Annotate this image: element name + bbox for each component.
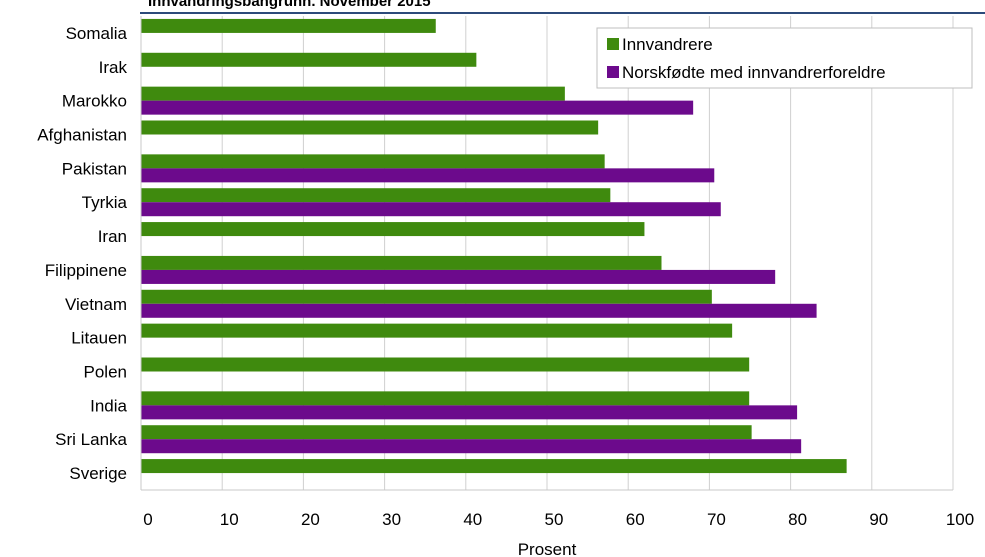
category-label-somalia: Somalia [66,24,128,43]
bar-filippinene-norskfodte [141,269,776,284]
bar-iran-innvandrere [141,222,645,237]
category-label-vietnam: Vietnam [65,295,127,314]
bar-vietnam-norskfodte [141,303,817,318]
bar-somalia-innvandrere [141,18,436,33]
bar-tyrkia-innvandrere [141,188,611,203]
legend-label-norskfodte: Norskfødte med innvandrerforeldre [622,63,886,82]
x-axis-title: Prosent [518,540,577,557]
x-tick-label-0: 0 [143,510,152,529]
bar-pakistan-norskfodte [141,168,715,183]
bar-litauen-innvandrere [141,323,733,338]
category-label-polen: Polen [84,363,127,382]
legend-swatch-innvandrere [607,38,619,50]
bar-tyrkia-norskfodte [141,202,721,217]
bars [141,18,847,474]
x-tick-label-90: 90 [869,510,888,529]
x-tick-label-10: 10 [220,510,239,529]
legend-swatch-norskfodte [607,66,619,78]
bar-india-innvandrere [141,391,750,406]
bar-pakistan-innvandrere [141,154,605,169]
legend-box [596,27,973,89]
legend-label-innvandrere: Innvandrere [622,35,713,54]
category-label-sverige: Sverige [69,464,127,483]
category-label-filippinene: Filippinene [45,261,127,280]
x-tick-label-80: 80 [788,510,807,529]
bar-filippinene-innvandrere [141,255,662,270]
bar-marokko-innvandrere [141,86,565,101]
bar-india-norskfodte [141,405,798,420]
bar-afghanistan-innvandrere [141,120,599,135]
category-label-tyrkia: Tyrkia [82,193,128,212]
category-label-india: India [90,396,127,415]
category-label-litauen: Litauen [71,329,127,348]
bar-sri-lanka-norskfodte [141,439,802,454]
x-tick-label-30: 30 [382,510,401,529]
x-tick-label-70: 70 [707,510,726,529]
tick-labels: 0 10 20 30 40 50 60 70 80 90 100 [143,510,974,529]
bar-marokko-norskfodte [141,100,694,115]
category-label-afghanistan: Afghanistan [37,126,127,145]
legend: Innvandrere Norskfødte med innvandrerfor… [596,27,973,89]
x-tick-label-40: 40 [463,510,482,529]
category-label-marokko: Marokko [62,92,127,111]
x-tick-label-50: 50 [545,510,564,529]
bar-polen-innvandrere [141,357,750,372]
bar-sverige-innvandrere [141,459,847,474]
category-label-sri-lanka: Sri Lanka [55,430,127,449]
bar-sri-lanka-innvandrere [141,425,752,440]
x-tick-label-100: 100 [946,510,974,529]
bar-irak-innvandrere [141,52,477,67]
chart-title: Innvandringsbangrunn. November 2015 [148,0,431,10]
category-label-iran: Iran [98,227,127,246]
x-tick-label-20: 20 [301,510,320,529]
category-label-pakistan: Pakistan [62,159,127,178]
bar-vietnam-innvandrere [141,289,712,304]
category-labels: Somalia Irak Marokko Afghanistan Pakistan Tyr… [37,24,127,483]
x-tick-label-60: 60 [626,510,645,529]
category-label-irak: Irak [99,58,128,77]
